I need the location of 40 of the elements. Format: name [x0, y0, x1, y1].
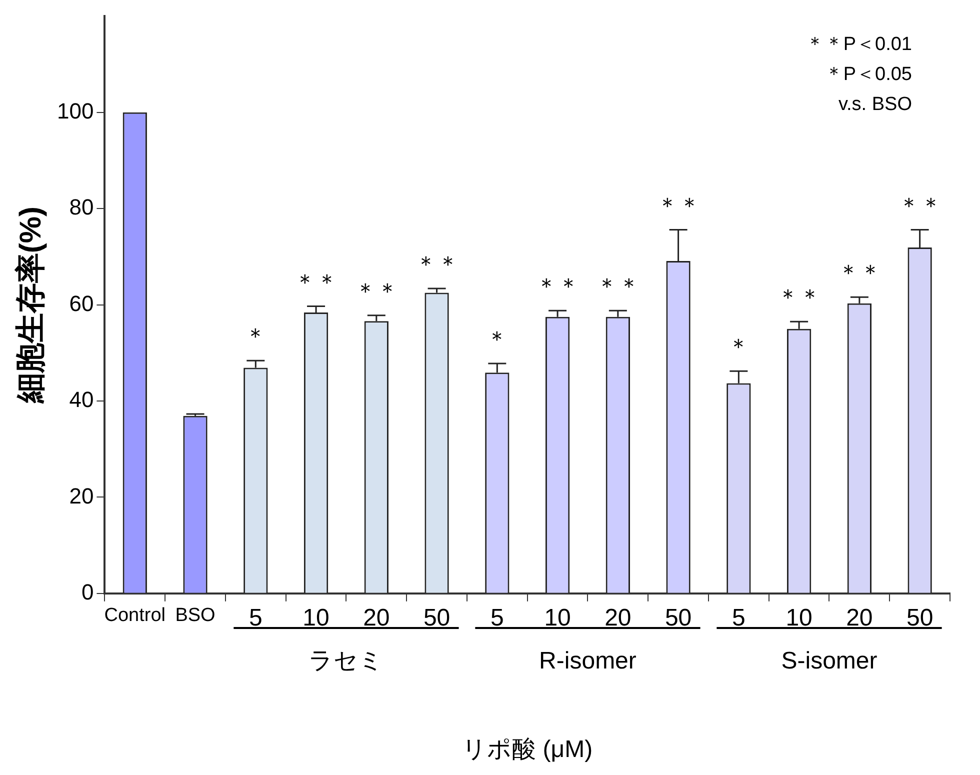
text: S-isomer: [781, 648, 878, 675]
data-label: ＊: [728, 334, 750, 360]
x-tick-label: 20: [846, 604, 873, 632]
data-label: ＊＊: [536, 274, 580, 299]
x-tick-label: 5: [248, 604, 262, 632]
annotation: ＊P＜0.05: [824, 64, 912, 86]
x-tick-label: 5: [732, 604, 746, 632]
data-label: ＊＊: [294, 269, 338, 294]
text: ラセミ: [308, 648, 384, 675]
data-label: ＊＊: [596, 274, 640, 299]
data-label: ＊＊: [656, 192, 700, 218]
x-tick-label: 50: [664, 604, 692, 632]
x-tick-label: 50: [906, 604, 934, 632]
y-axis-title: 細胞生存率(%): [13, 206, 48, 404]
data-label: ＊＊: [354, 278, 398, 304]
data-label: ＊＊: [777, 284, 822, 310]
annotation: ＊＊P＜0.01: [805, 34, 912, 56]
y-tick-label: 60: [69, 290, 94, 316]
y-tick-label: 0: [81, 579, 94, 604]
x-tick-label: BSO: [175, 605, 216, 626]
x-axis-title: リポ酸 (μM): [462, 736, 593, 764]
text: R-isomer: [539, 648, 636, 675]
data-label: ＊: [486, 326, 508, 352]
x-tick-label: 5: [490, 604, 504, 632]
y-tick-label: 80: [69, 194, 94, 220]
x-tick-label: 20: [363, 604, 390, 632]
annotation: v.s. BSO: [838, 94, 912, 116]
x-tick-label: Control: [104, 605, 166, 626]
y-tick-label: 20: [69, 483, 94, 508]
x-tick-label: 10: [302, 604, 330, 632]
x-tick-label: 10: [544, 604, 571, 632]
data-label: ＊: [244, 324, 267, 349]
x-tick-label: 10: [786, 604, 812, 632]
data-label: ＊＊: [837, 260, 882, 286]
x-tick-label: 20: [604, 604, 632, 632]
data-label: ＊＊: [414, 252, 459, 277]
data-label: ＊＊: [898, 192, 942, 218]
x-tick-label: 50: [423, 604, 450, 632]
y-tick-label: 40: [69, 387, 94, 412]
y-tick-label: 100: [56, 98, 94, 124]
